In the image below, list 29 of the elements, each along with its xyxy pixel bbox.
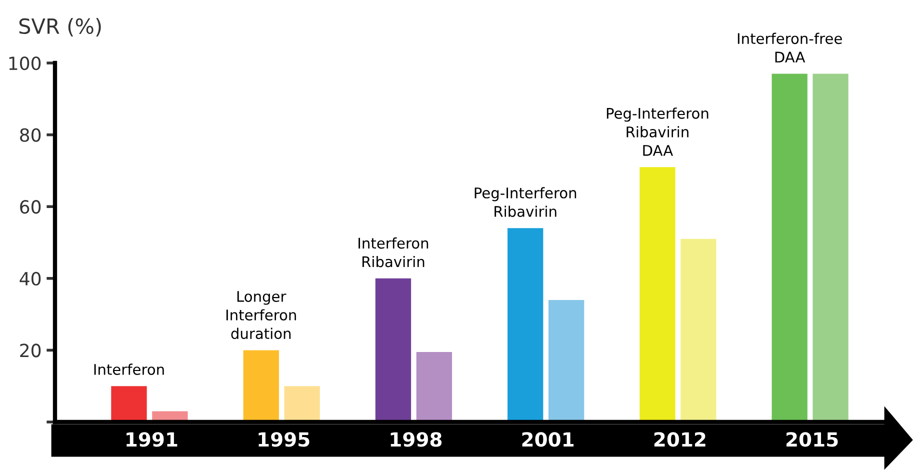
text: Interferon-free DAA: [738, 32, 842, 62]
bar: [416, 352, 452, 422]
bar: [812, 74, 848, 422]
x-tick-label: 2012: [654, 432, 706, 447]
annotation: Interferon Ribavirin: [358, 237, 428, 268]
bar: [375, 278, 412, 422]
bar: [772, 74, 808, 422]
annotation: Interferon: [94, 364, 164, 375]
bar: [640, 167, 676, 422]
y-tick-label: 40: [20, 272, 41, 286]
bar: [111, 386, 147, 422]
y-tick-label: 100: [9, 56, 41, 70]
x-tick-label: 2015: [786, 432, 838, 447]
bar: [548, 300, 584, 422]
x-tick-label: 1991: [126, 432, 178, 447]
y-axis-title: SVR (%): [19, 18, 101, 36]
bar: [680, 238, 716, 422]
bar: [508, 228, 544, 422]
x-tick-label: 1998: [390, 432, 442, 447]
bar: [284, 386, 320, 422]
x-tick-label: 2001: [522, 432, 574, 447]
annotation: Peg-Interferon Ribavirin: [474, 187, 576, 217]
y-tick-label: 20: [20, 344, 41, 358]
bar: [243, 350, 279, 422]
x-tick-label: 1995: [258, 432, 310, 447]
annotation: Peg-Interferon Ribavirin DAA: [606, 108, 708, 156]
y-tick-label: 60: [20, 200, 41, 214]
y-tick-label: 80: [20, 128, 41, 142]
annotation: Longer Interferon duration: [226, 291, 296, 340]
